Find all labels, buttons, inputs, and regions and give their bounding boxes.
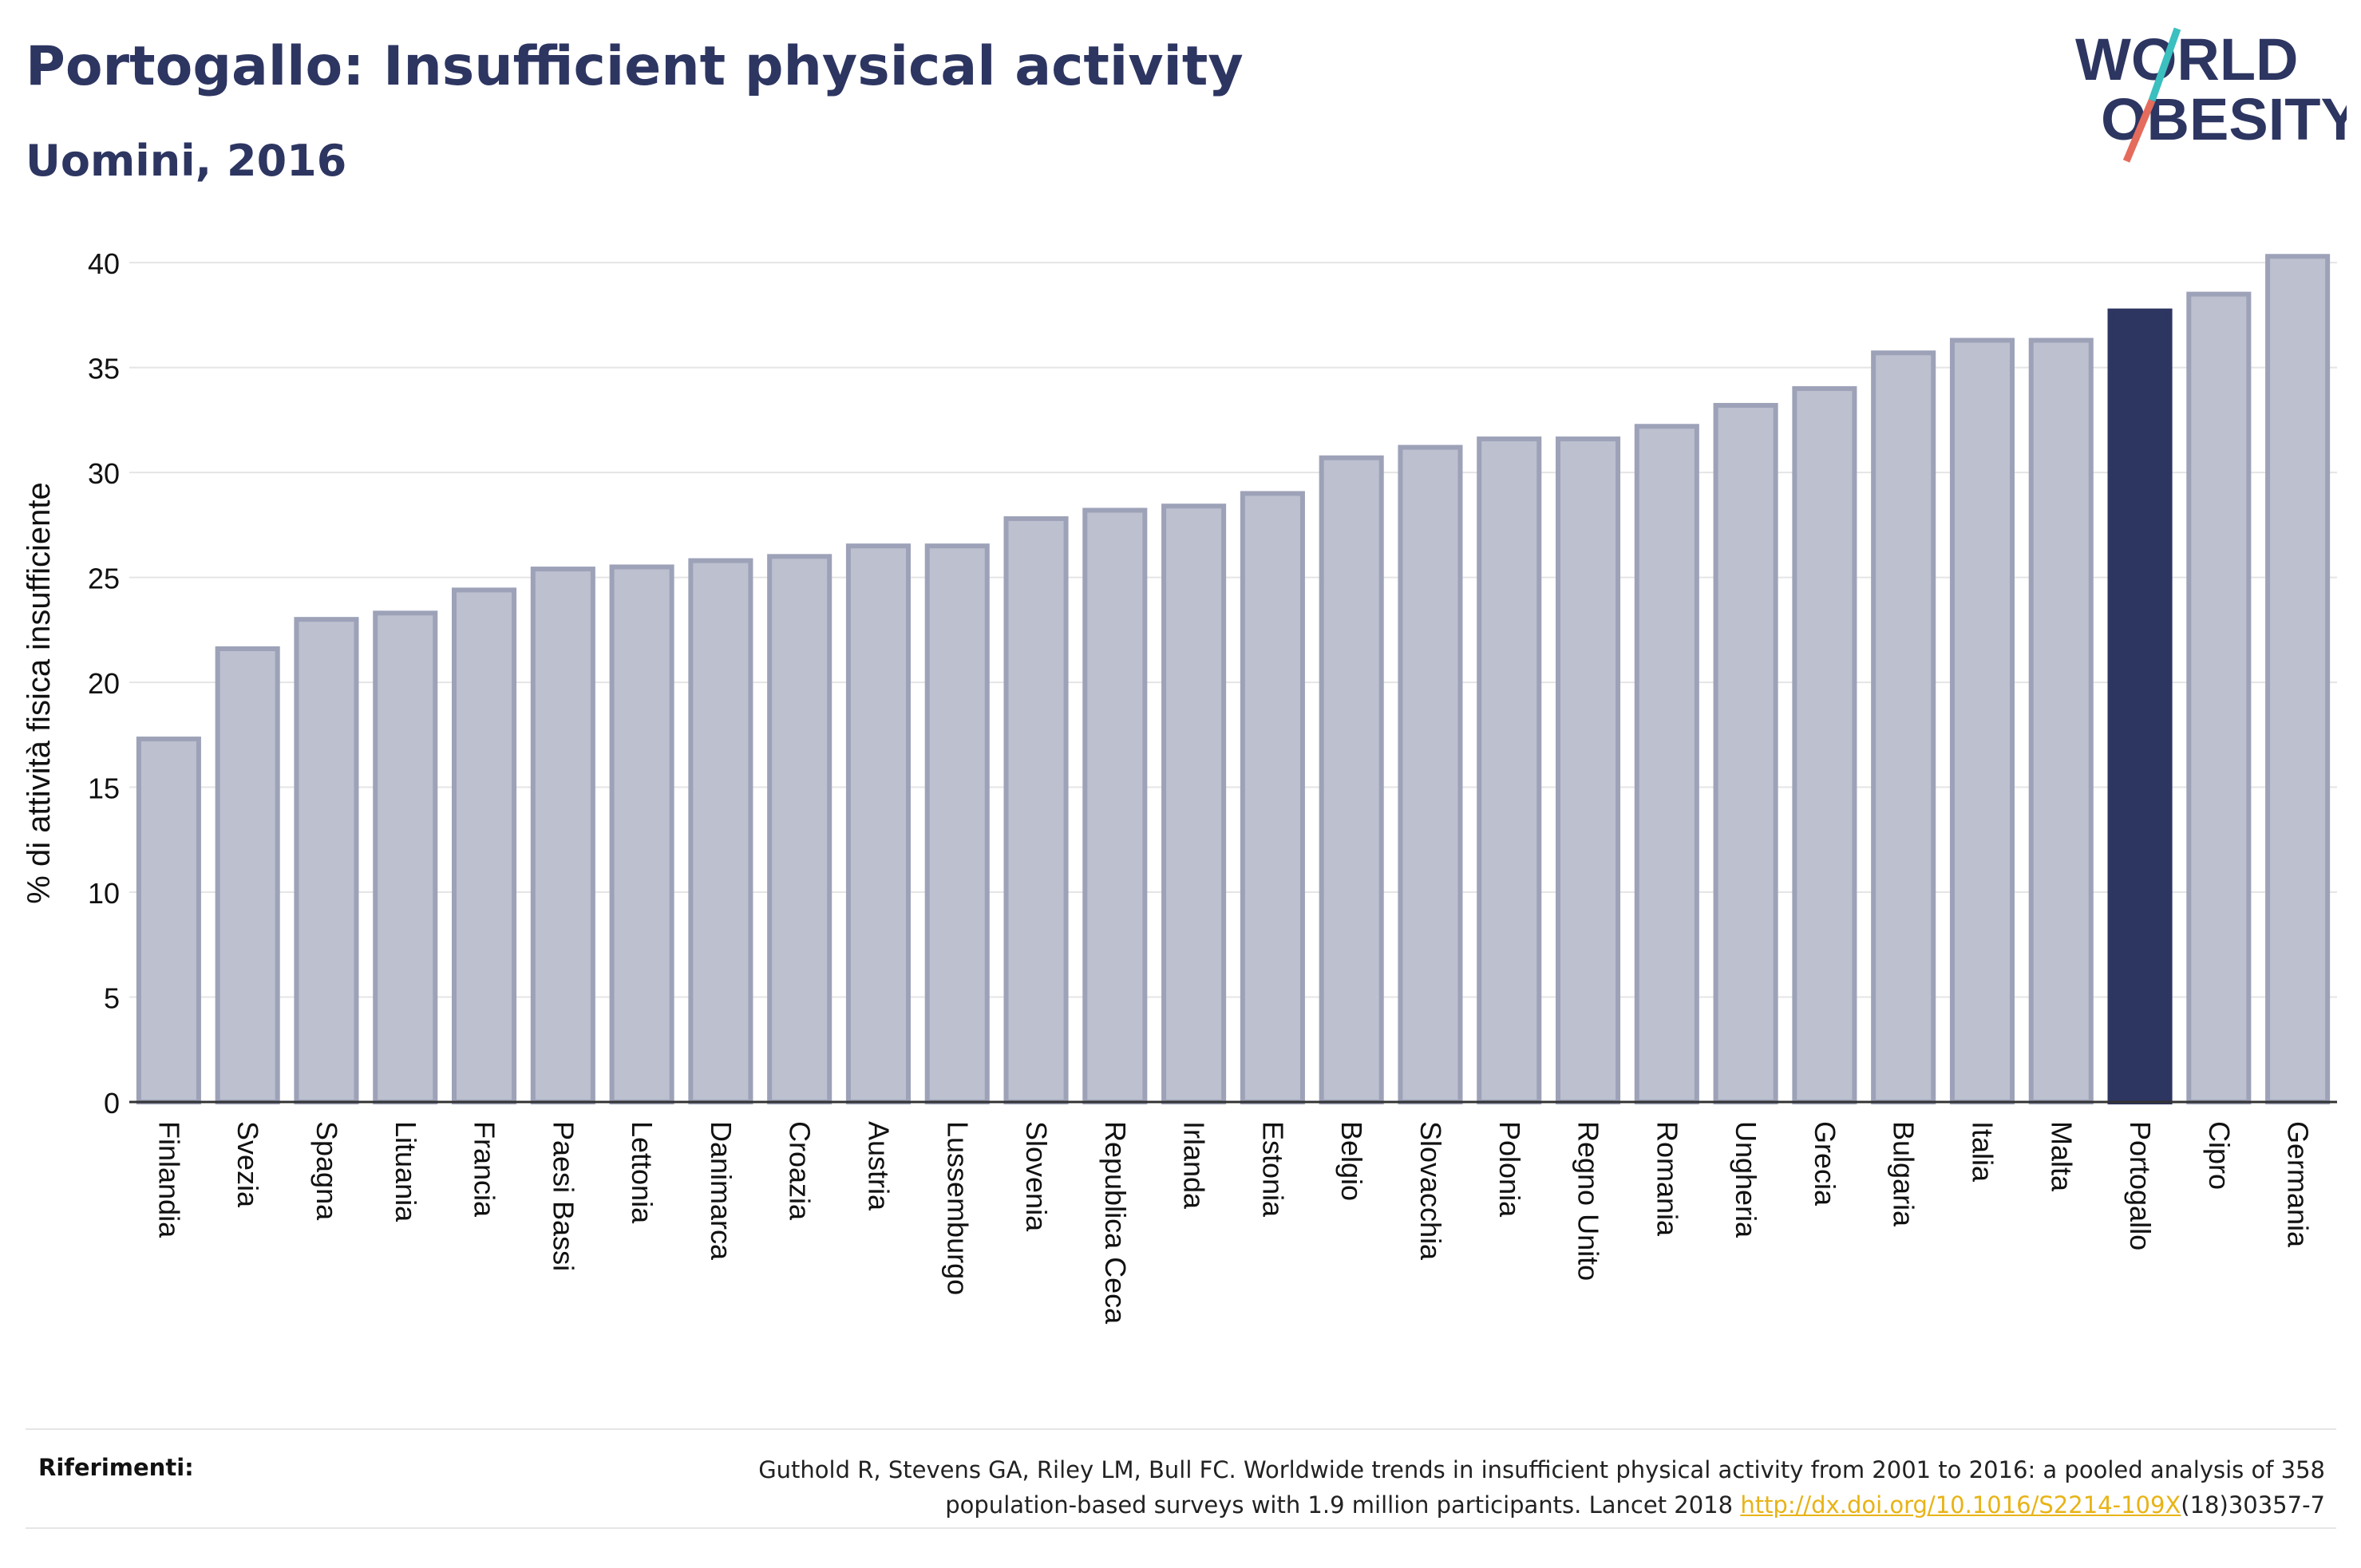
references-line-2-tail: (18)30357-7 <box>2181 1491 2325 1519</box>
x-tick-label: Polonia <box>1493 1121 1526 1218</box>
y-tick-label: 40 <box>88 247 120 280</box>
y-tick-label: 5 <box>104 982 120 1015</box>
bar <box>688 558 753 1104</box>
bar <box>924 543 990 1104</box>
x-tick-label: Grecia <box>1809 1121 1841 1207</box>
bar <box>767 554 832 1104</box>
bar <box>1792 385 1857 1105</box>
bar <box>451 587 517 1104</box>
bar <box>1477 436 1542 1104</box>
chart-title: Portogallo: Insufficient physical activi… <box>26 35 1244 98</box>
x-tick-label: Croazia <box>784 1121 817 1221</box>
x-tick-label: Cipro <box>2203 1121 2236 1190</box>
bar <box>1871 350 1936 1104</box>
bar <box>1634 424 1699 1104</box>
y-tick-label: 10 <box>88 877 120 910</box>
x-tick-label: Irlanda <box>1178 1121 1211 1210</box>
world-obesity-logo: WORLD OBESITY <box>2075 26 2347 163</box>
bar <box>609 564 674 1104</box>
doi-link[interactable]: http://dx.doi.org/10.1016/S2214-109X <box>1740 1491 2181 1519</box>
logo-slash-coral <box>2122 99 2156 163</box>
x-tick-label: Republica Ceca <box>1099 1121 1132 1325</box>
bar <box>136 737 201 1105</box>
references-line-1: Guthold R, Stevens GA, Riley LM, Bull FC… <box>758 1456 2325 1483</box>
references-line-2-text: population-based surveys with 1.9 millio… <box>945 1491 1741 1519</box>
x-tick-label: Malta <box>2045 1121 2078 1192</box>
references-text: Guthold R, Stevens GA, Riley LM, Bull FC… <box>330 1452 2325 1523</box>
bar <box>1240 491 1305 1104</box>
bar-highlight <box>2107 308 2173 1104</box>
x-tick-label: Regno Unito <box>1572 1121 1605 1281</box>
x-tick-label: Spagna <box>310 1121 343 1221</box>
bar <box>1082 508 1148 1104</box>
y-tick-label: 35 <box>88 353 120 385</box>
bar <box>1398 444 1463 1104</box>
y-tick-label: 30 <box>88 457 120 490</box>
bar <box>845 543 912 1104</box>
bar <box>294 617 359 1104</box>
y-tick-label: 20 <box>88 667 120 700</box>
x-tick-label: Francia <box>469 1121 501 1218</box>
bar <box>215 646 280 1104</box>
x-tick-label: Danimarca <box>705 1121 738 1261</box>
bar <box>1319 455 1384 1104</box>
x-tick-label: Portogallo <box>2124 1121 2157 1250</box>
bar <box>2186 291 2252 1104</box>
chart-subtitle: Uomini, 2016 <box>26 136 347 186</box>
x-tick-label: Paesi Bassi <box>547 1121 579 1271</box>
x-tick-label: Finlandia <box>152 1121 185 1238</box>
logo-slash-teal <box>2148 27 2181 102</box>
x-tick-label: Slovenia <box>1020 1121 1053 1232</box>
bar <box>530 567 595 1104</box>
references-label: Riferimenti: <box>38 1454 194 1481</box>
bar <box>1555 436 1621 1104</box>
x-tick-label: Lettonia <box>626 1121 658 1224</box>
x-tick-label: Germania <box>2282 1121 2315 1248</box>
y-axis-label: % di attività fisica insufficiente <box>22 482 57 903</box>
references-line-2: population-based surveys with 1.9 millio… <box>330 1487 2325 1523</box>
x-tick-label: Ungheria <box>1730 1121 1762 1238</box>
y-axis-ticks: 0 5 10 15 20 25 30 35 40 <box>88 247 120 1120</box>
y-tick-label: 0 <box>104 1087 120 1120</box>
x-tick-label: Lussemburgo <box>941 1121 974 1295</box>
bar <box>1003 515 1069 1104</box>
references-box: Riferimenti: Guthold R, Stevens GA, Rile… <box>26 1428 2336 1529</box>
bars <box>136 254 2331 1105</box>
bar <box>1161 504 1227 1104</box>
x-tick-label: Svezia <box>231 1121 264 1208</box>
x-tick-label: Slovacchia <box>1414 1121 1447 1261</box>
x-tick-label: Belgio <box>1335 1121 1368 1201</box>
x-tick-label: Romania <box>1651 1121 1683 1237</box>
bar <box>373 610 438 1104</box>
x-tick-label: Bulgaria <box>1888 1121 1920 1227</box>
x-axis-labels: Finlandia Svezia Spagna Lituania Francia Paes… <box>152 1121 2314 1325</box>
bar <box>1949 338 2015 1104</box>
bar <box>2028 338 2094 1104</box>
x-tick-label: Lituania <box>390 1121 422 1222</box>
x-tick-label: Austria <box>862 1121 895 1211</box>
x-tick-label: Estonia <box>1256 1121 1289 1218</box>
bar <box>2265 254 2331 1104</box>
bar-chart: 0 5 10 15 20 25 30 35 40 Finlandia Svezia Spagna Li… <box>22 247 2337 1325</box>
y-tick-label: 25 <box>88 563 120 595</box>
y-tick-label: 15 <box>88 772 120 805</box>
logo-line-1: WORLD <box>2075 26 2299 93</box>
x-tick-label: Italia <box>1966 1121 1999 1183</box>
bar <box>1713 402 1778 1104</box>
